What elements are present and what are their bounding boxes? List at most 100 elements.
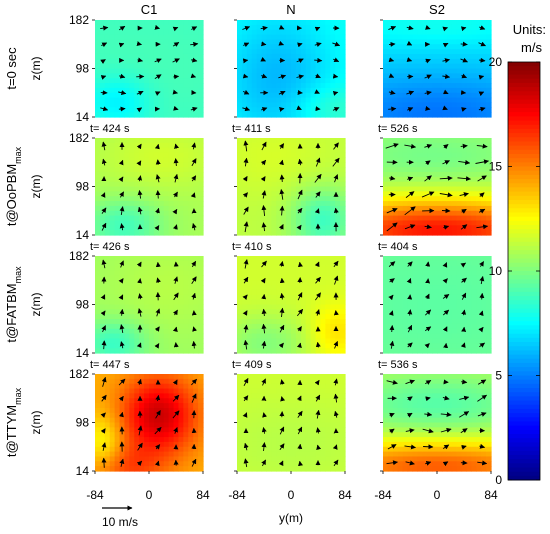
wind-arrow bbox=[155, 190, 161, 199]
wind-arrow bbox=[118, 25, 126, 31]
wind-arrow bbox=[389, 325, 395, 333]
y-tick-label: 14 bbox=[76, 228, 90, 242]
wind-arrow bbox=[243, 157, 249, 167]
wind-arrow bbox=[278, 342, 284, 349]
wind-arrow bbox=[260, 176, 266, 182]
wind-arrow bbox=[242, 58, 249, 64]
wind-arrow bbox=[261, 141, 267, 151]
wind-arrow bbox=[405, 460, 415, 466]
wind-arrow bbox=[476, 224, 489, 230]
wind-arrow bbox=[388, 57, 395, 63]
wind-arrow bbox=[332, 90, 339, 96]
wind-arrow bbox=[137, 278, 142, 284]
wind-arrow bbox=[155, 159, 161, 165]
wind-arrow bbox=[296, 395, 302, 402]
wind-arrow bbox=[440, 427, 452, 433]
wind-arrow bbox=[136, 342, 142, 349]
wind-arrow bbox=[173, 191, 178, 198]
wind-arrow bbox=[459, 395, 470, 401]
wind-arrow bbox=[333, 410, 339, 418]
wind-arrow bbox=[405, 379, 415, 385]
wind-arrow bbox=[242, 412, 248, 418]
column-title: C1 bbox=[141, 2, 158, 17]
wind-arrow bbox=[316, 444, 322, 451]
wind-arrow bbox=[191, 158, 197, 167]
wind-arrow bbox=[101, 207, 107, 214]
wind-arrow bbox=[261, 294, 267, 300]
wind-arrow bbox=[173, 292, 179, 301]
wind-arrow bbox=[243, 339, 249, 350]
wind-arrow bbox=[424, 74, 432, 80]
wind-arrow bbox=[242, 26, 251, 31]
y-tick-label: 14 bbox=[76, 110, 90, 124]
wind-arrow bbox=[332, 73, 339, 79]
panel-S2-2: t= 404 s bbox=[378, 241, 492, 354]
wind-arrow bbox=[101, 141, 107, 151]
wind-arrow bbox=[315, 409, 321, 419]
wind-arrow bbox=[389, 278, 395, 284]
wind-arrow bbox=[476, 143, 488, 149]
wind-arrow bbox=[407, 176, 414, 182]
x-tick-label: -84 bbox=[86, 488, 104, 502]
wind-arrow bbox=[297, 189, 303, 200]
wind-arrow bbox=[118, 294, 124, 300]
wind-arrow bbox=[101, 158, 107, 166]
wind-arrow bbox=[191, 340, 197, 349]
wind-arrow bbox=[333, 142, 339, 150]
wind-arrow bbox=[261, 190, 267, 199]
wind-arrow bbox=[119, 73, 126, 79]
wind-arrow bbox=[191, 26, 198, 31]
wind-arrow bbox=[101, 442, 107, 451]
wind-arrow bbox=[100, 310, 106, 317]
wind-arrow bbox=[388, 26, 397, 31]
y-axis-label: z(m) bbox=[29, 57, 43, 81]
wind-arrow bbox=[443, 144, 449, 150]
wind-arrow bbox=[297, 292, 303, 301]
panel-N-1: t= 411 s bbox=[232, 123, 346, 236]
wind-arrow bbox=[119, 458, 125, 467]
wind-arrow bbox=[261, 222, 267, 232]
wind-arrow bbox=[154, 74, 162, 80]
wind-arrow bbox=[315, 309, 321, 316]
wind-arrow bbox=[314, 26, 321, 32]
wind-arrow bbox=[118, 90, 127, 96]
wind-arrow bbox=[442, 309, 450, 316]
wind-arrow bbox=[477, 394, 488, 402]
wind-arrow bbox=[406, 412, 413, 418]
wind-arrow bbox=[243, 458, 249, 468]
wind-arrow bbox=[101, 394, 107, 402]
wind-arrow bbox=[261, 260, 267, 268]
wind-arrow bbox=[172, 326, 178, 333]
wind-arrow bbox=[172, 208, 178, 215]
wind-arrow bbox=[425, 25, 431, 30]
wind-arrow bbox=[261, 308, 267, 317]
wind-arrow bbox=[424, 343, 430, 349]
wind-arrow bbox=[315, 191, 321, 198]
wind-arrow bbox=[118, 378, 126, 386]
wind-arrow bbox=[442, 42, 449, 48]
wind-arrow bbox=[296, 342, 302, 349]
wind-arrow bbox=[461, 73, 467, 79]
wind-arrow bbox=[279, 443, 285, 451]
wind-arrow bbox=[479, 342, 486, 348]
wind-arrow bbox=[243, 140, 249, 152]
wind-arrow bbox=[406, 25, 414, 31]
wind-arrow bbox=[332, 157, 340, 167]
wind-arrow bbox=[424, 309, 432, 316]
wind-arrow bbox=[154, 143, 160, 150]
wind-arrow bbox=[477, 460, 488, 466]
wind-arrow bbox=[407, 107, 414, 112]
y-axis-label: z(m) bbox=[29, 175, 43, 199]
wind-arrow bbox=[242, 192, 248, 198]
wind-arrow bbox=[296, 105, 302, 111]
y-tick-label: 14 bbox=[76, 346, 90, 360]
wind-arrow bbox=[260, 277, 266, 284]
wind-arrow bbox=[279, 159, 284, 166]
wind-arrow bbox=[279, 174, 285, 182]
wind-arrow bbox=[136, 261, 142, 268]
wind-arrow bbox=[333, 310, 339, 316]
wind-arrow bbox=[278, 40, 284, 46]
wind-arrow bbox=[405, 191, 415, 198]
wind-arrow bbox=[296, 308, 304, 317]
wind-arrow bbox=[404, 224, 416, 230]
